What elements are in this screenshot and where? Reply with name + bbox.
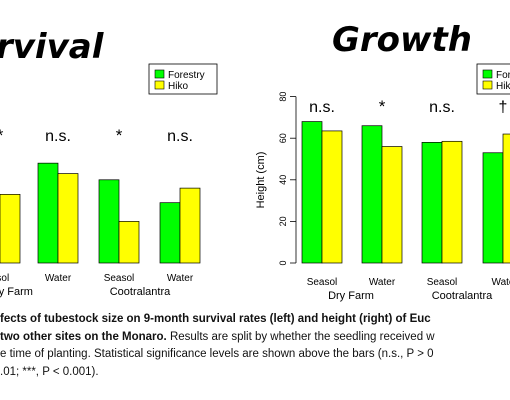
caption-line-3: e time of planting. Statistical signific… bbox=[0, 348, 434, 360]
growth-y-tick-label-2: 40 bbox=[278, 175, 288, 185]
survival-significance-2: * bbox=[116, 126, 123, 145]
caption-line-1: fects of tubestock size on 9-month survi… bbox=[0, 313, 431, 325]
growth-y-tick-label-0: 0 bbox=[278, 260, 288, 265]
growth-y-tick-label-4: 80 bbox=[278, 92, 288, 102]
survival-x-tick-2: Seasol bbox=[104, 273, 135, 284]
growth-y-axis-label: Height (cm) bbox=[255, 152, 267, 209]
growth-significance-1: * bbox=[379, 97, 386, 116]
growth-bar-forestry-1 bbox=[361, 125, 383, 264]
survival-bar-hiko-0 bbox=[0, 194, 21, 264]
growth-significance-2: n.s. bbox=[429, 99, 455, 116]
survival-title: rvival bbox=[0, 27, 104, 67]
growth-significance-0: n.s. bbox=[309, 99, 335, 116]
growth-x-tick-0: Seasol bbox=[307, 277, 338, 288]
survival-bar-forestry-2 bbox=[98, 179, 120, 264]
growth-significance-3: † bbox=[499, 99, 508, 116]
growth-x-tick-1: Water bbox=[369, 277, 396, 288]
survival-significance-1: n.s. bbox=[45, 128, 71, 145]
caption-line-2-bold: two other sites on the Monaro. bbox=[0, 330, 167, 343]
survival-bar-hiko-2 bbox=[118, 221, 140, 264]
survival-x-tick-1: Water bbox=[45, 273, 72, 284]
growth-bar-hiko-1 bbox=[381, 146, 403, 264]
survival-bar-hiko-3 bbox=[179, 187, 201, 264]
growth-legend-label-1: Hiko bbox=[496, 81, 510, 92]
caption-line-2: Results are split by whether the seedlin… bbox=[166, 330, 435, 343]
caption-line-4: .01; ***, P < 0.001). bbox=[0, 365, 99, 378]
survival-significance-3: n.s. bbox=[167, 128, 193, 145]
growth-legend-box bbox=[476, 63, 510, 95]
growth-group-label-1: Cootralantra bbox=[432, 290, 493, 302]
survival-legend-label-0: Forestry bbox=[168, 70, 205, 81]
growth-legend-swatch-1 bbox=[482, 80, 493, 90]
growth-legend-label-0: Forestry bbox=[496, 70, 510, 81]
growth-group-label-0: Dry Farm bbox=[328, 290, 374, 302]
figure-caption: fects of tubestock size on 9-month survi… bbox=[0, 311, 510, 381]
survival-legend-swatch-0 bbox=[154, 69, 165, 79]
growth-bar-hiko-0 bbox=[321, 130, 343, 264]
survival-legend-swatch-1 bbox=[154, 80, 165, 90]
survival-group-label-1: Cootralantra bbox=[110, 286, 171, 298]
growth-bar-forestry-2 bbox=[421, 142, 443, 264]
growth-title: Growth bbox=[332, 20, 472, 60]
growth-bar-hiko-2 bbox=[441, 140, 463, 264]
survival-legend-label-1: Hiko bbox=[168, 81, 188, 92]
survival-x-tick-0: asol bbox=[0, 273, 9, 284]
survival-bar-forestry-3 bbox=[159, 202, 181, 264]
growth-x-tick-2: Seasol bbox=[427, 277, 458, 288]
growth-bar-hiko-3 bbox=[502, 133, 510, 264]
survival-bar-hiko-1 bbox=[57, 173, 79, 264]
growth-bar-forestry-3 bbox=[482, 152, 504, 264]
growth-y-tick-label-3: 60 bbox=[278, 133, 288, 143]
survival-significance-0: * bbox=[0, 126, 4, 145]
growth-x-tick-3: Wate bbox=[492, 277, 510, 288]
survival-bar-forestry-1 bbox=[37, 162, 59, 264]
growth-bar-forestry-0 bbox=[301, 121, 323, 264]
growth-legend-swatch-0 bbox=[482, 69, 493, 79]
survival-x-tick-3: Water bbox=[167, 273, 194, 284]
survival-group-label-0: Dry Farm bbox=[0, 286, 33, 298]
growth-y-tick-label-1: 20 bbox=[278, 216, 288, 226]
